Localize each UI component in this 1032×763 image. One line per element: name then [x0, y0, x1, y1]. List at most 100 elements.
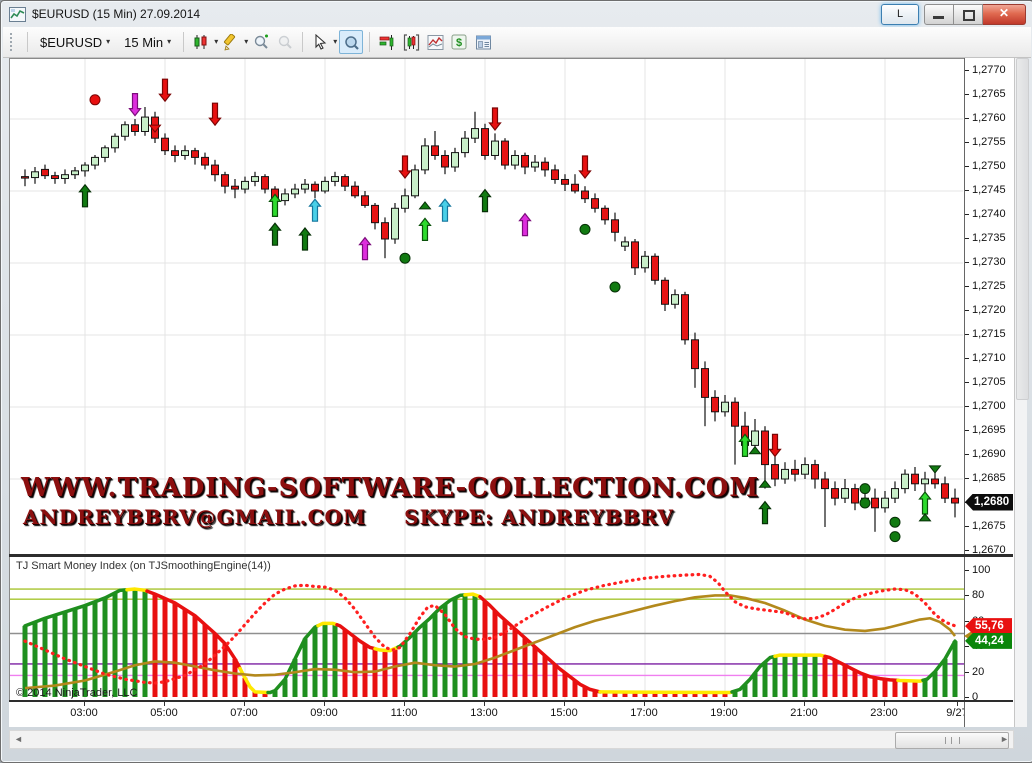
- price-tick-label: 1,2705: [972, 376, 1006, 388]
- price-axis[interactable]: 1,2680 55,76 44,24 1,2770 1,2765 1,2760 1,2…: [964, 58, 1014, 727]
- scroll-right-arrow[interactable]: ►: [1000, 734, 1009, 744]
- price-tick-label: 1,2735: [972, 232, 1006, 244]
- minimize-button[interactable]: [924, 4, 954, 25]
- price-tick-label: 1,2685: [972, 472, 1006, 484]
- indicator-tick-label: 20: [972, 665, 985, 678]
- toolbar-grip[interactable]: [10, 33, 17, 51]
- price-tick-label: 1,2730: [972, 256, 1006, 268]
- titlebar[interactable]: $EURUSD (15 Min) 27.09.2014 L ✕: [1, 1, 1032, 27]
- indicator-label: TJ Smart Money Index (on TJSmoothingEngi…: [16, 560, 271, 572]
- indicator-value-green: 44,24: [965, 632, 1012, 649]
- price-tick: [965, 190, 969, 191]
- time-tick: [644, 702, 645, 706]
- watermark-email: ANDREYBBRV@GMAIL.COM: [23, 505, 367, 529]
- price-tick-label: 1,2715: [972, 328, 1006, 340]
- price-tick-label: 1,2760: [972, 112, 1006, 124]
- interval-label: 15 Min: [124, 34, 164, 50]
- dollar-icon: $: [451, 34, 467, 50]
- time-tick: [164, 702, 165, 706]
- price-tick: [965, 286, 969, 287]
- candlestick-style-icon: [194, 35, 207, 49]
- price-chart-canvas[interactable]: [10, 59, 963, 553]
- price-tick: [965, 334, 969, 335]
- chevron-down-icon[interactable]: ▾: [244, 37, 249, 46]
- price-tick-label: 1,2720: [972, 304, 1006, 316]
- panel-splitter[interactable]: [9, 554, 1013, 557]
- time-tick-label: 07:00: [230, 707, 258, 719]
- scrollbar-grip-icon: [945, 737, 960, 744]
- dotted-signal-line: [23, 572, 957, 685]
- cursor-button[interactable]: [309, 31, 331, 53]
- toolbar: $EURUSD ▾ 15 Min ▾ ▾ ▾: [3, 27, 1031, 58]
- time-tick-label: 17:00: [630, 707, 658, 719]
- account-button[interactable]: $: [448, 31, 470, 53]
- indicator-tick: [965, 595, 969, 597]
- price-tick-label: 1,2710: [972, 352, 1006, 364]
- horizontal-scrollbar[interactable]: ◄ ►: [9, 730, 1014, 749]
- chart-button[interactable]: [400, 31, 422, 53]
- copyright-text: © 2014 NinjaTrader, LLC: [16, 687, 138, 699]
- interval-dropdown[interactable]: 15 Min ▾: [118, 32, 177, 53]
- bar-style-button[interactable]: [190, 31, 212, 53]
- time-axis[interactable]: 03:00 05:00 07:00 09:00 11:00 13:00 15:00 17:00…: [9, 702, 968, 727]
- instrument-label: $EURUSD: [40, 34, 103, 50]
- zoom-out-button[interactable]: [274, 31, 296, 53]
- indicator-tick: [965, 671, 969, 673]
- candles-layer: [21, 107, 959, 532]
- time-tick: [84, 702, 85, 706]
- price-tick: [965, 430, 969, 431]
- time-tick-label: 9/27: [946, 707, 968, 719]
- price-tick-label: 1,2765: [972, 88, 1006, 100]
- price-tick: [965, 94, 969, 95]
- price-tick: [965, 454, 969, 455]
- price-tick: [965, 70, 969, 71]
- time-tick-label: 23:00: [870, 707, 898, 719]
- indicator-value-red: 55,76: [965, 618, 1012, 635]
- time-tick-label: 03:00: [70, 707, 98, 719]
- price-tick: [965, 526, 969, 527]
- zoom-in-icon: [254, 34, 268, 49]
- separator: [27, 32, 28, 52]
- price-tick-label: 1,2670: [972, 544, 1006, 556]
- price-tick: [965, 358, 969, 359]
- link-button[interactable]: L: [881, 4, 919, 25]
- indicators-button[interactable]: [424, 31, 446, 53]
- chevron-down-icon[interactable]: ▾: [333, 37, 338, 46]
- zoom-in-button[interactable]: [250, 31, 272, 53]
- scroll-left-arrow[interactable]: ◄: [14, 734, 23, 744]
- price-tick: [965, 382, 969, 383]
- window-title: $EURUSD (15 Min) 27.09.2014: [32, 7, 201, 21]
- vertical-scrollbar-thumb[interactable]: [1016, 58, 1029, 400]
- price-tick: [965, 310, 969, 311]
- drawing-tools-button[interactable]: [220, 31, 242, 53]
- properties-button[interactable]: [472, 31, 494, 53]
- cursor-icon: [315, 34, 327, 50]
- data-box-magnifier-icon: [344, 35, 359, 50]
- watermark-line2: ANDREYBBRV@GMAIL.COM SKYPE: ANDREYBBRV: [23, 505, 674, 529]
- separator: [183, 32, 185, 52]
- time-tick: [804, 702, 805, 706]
- price-tick: [965, 142, 969, 143]
- indicator-panel[interactable]: TJ Smart Money Index (on TJSmoothingEngi…: [9, 557, 964, 700]
- chevron-down-icon[interactable]: ▾: [214, 37, 219, 46]
- horizontal-scrollbar-thumb[interactable]: [895, 732, 1009, 749]
- vertical-scrollbar[interactable]: [1014, 58, 1029, 727]
- price-tick-label: 1,2745: [972, 184, 1006, 196]
- data-box-button[interactable]: [339, 30, 364, 54]
- chart-properties-icon: [475, 35, 491, 49]
- watermark-skype: SKYPE: ANDREYBBRV: [404, 505, 674, 529]
- maximize-icon: [963, 10, 975, 21]
- separator: [369, 32, 371, 52]
- price-chart-panel[interactable]: [9, 58, 964, 554]
- instrument-dropdown[interactable]: $EURUSD ▾: [34, 32, 116, 53]
- indicator-tick-label: 80: [972, 589, 985, 602]
- chevron-down-icon: ▾: [167, 37, 172, 46]
- maximize-button[interactable]: [954, 4, 983, 25]
- panel-border: [9, 700, 1013, 702]
- horizontal-bars-icon: [379, 34, 394, 50]
- zoom-out-icon: [278, 35, 292, 49]
- indicator-canvas[interactable]: [10, 557, 964, 700]
- market-analyzer-button[interactable]: [376, 31, 398, 53]
- price-tick: [965, 166, 969, 167]
- close-button[interactable]: ✕: [983, 4, 1026, 25]
